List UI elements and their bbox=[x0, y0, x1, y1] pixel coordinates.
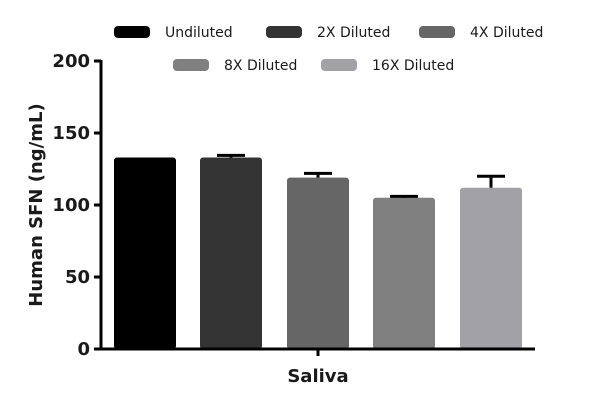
y-tick-label: 50 bbox=[65, 267, 90, 288]
legend-swatch bbox=[321, 59, 357, 71]
bar-16x-diluted bbox=[460, 187, 522, 349]
y-tick-label: 200 bbox=[52, 51, 90, 72]
legend-label: Undiluted bbox=[165, 25, 233, 41]
y-tick-label: 0 bbox=[77, 339, 90, 360]
y-ticks: 0 50 100 150 200 bbox=[52, 51, 101, 360]
y-tick-label: 150 bbox=[52, 123, 90, 144]
bar-4x-diluted bbox=[287, 177, 349, 349]
x-category-label: Saliva bbox=[287, 366, 348, 387]
legend-label: 2X Diluted bbox=[317, 25, 390, 41]
legend-label: 16X Diluted bbox=[372, 58, 454, 74]
y-tick-label: 100 bbox=[52, 195, 90, 216]
legend-swatch bbox=[419, 26, 455, 38]
y-axis-title: Human SFN (ng/mL) bbox=[26, 103, 47, 306]
legend-swatch bbox=[114, 26, 150, 38]
legend-swatch bbox=[266, 26, 302, 38]
legend-swatch bbox=[173, 59, 209, 71]
bars bbox=[114, 157, 522, 349]
bar-undiluted bbox=[114, 157, 176, 349]
legend-label: 4X Diluted bbox=[470, 25, 543, 41]
legend-label: 8X Diluted bbox=[224, 58, 297, 74]
legend: Undiluted 2X Diluted 4X Diluted 8X Diluted 1… bbox=[114, 25, 543, 74]
bar-8x-diluted bbox=[373, 197, 435, 349]
bar-2x-diluted bbox=[200, 157, 262, 349]
error-bars bbox=[217, 153, 505, 198]
